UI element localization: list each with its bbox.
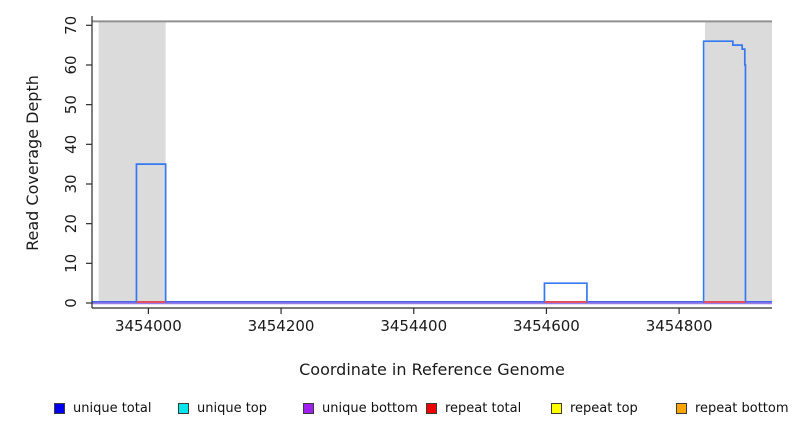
x-tick-label: 3454600 (513, 317, 580, 335)
y-tick-label: 20 (62, 214, 80, 233)
y-tick-label: 30 (62, 174, 80, 193)
x-tick-label: 3454000 (115, 317, 182, 335)
y-tick-label: 60 (62, 55, 80, 74)
legend-label: unique top (197, 400, 268, 416)
y-tick-label: 40 (62, 135, 80, 154)
legend-swatch-icon (426, 402, 437, 414)
legend-label: repeat top (570, 400, 638, 416)
y-tick-label: 10 (62, 254, 80, 273)
legend-label: unique total (73, 400, 152, 416)
y-axis-title: Read Coverage Depth (23, 75, 42, 251)
legend-label: repeat total (445, 400, 522, 416)
x-tick-label: 3454400 (380, 317, 447, 335)
plot-legend: unique total unique top unique bottom repea… (0, 398, 792, 422)
legend-label: unique bottom (322, 400, 418, 416)
legend-item-repeat-total: repeat total (426, 400, 521, 416)
legend-item-repeat-top: repeat top (551, 400, 638, 416)
legend-swatch-icon (676, 402, 687, 414)
legend-swatch-icon (551, 402, 562, 414)
legend-item-unique-bottom: unique bottom (303, 400, 418, 416)
y-tick-label: 50 (62, 95, 80, 114)
legend-label: repeat bottom (695, 400, 789, 416)
legend-item-repeat-bottom: repeat bottom (676, 400, 789, 416)
legend-item-unique-top: unique top (178, 400, 267, 416)
legend-item-unique-total: unique total (54, 400, 151, 416)
legend-swatch-icon (303, 402, 314, 414)
repeat-region (98, 21, 166, 303)
x-tick-label: 3454200 (248, 317, 315, 335)
coverage-step-path (702, 40, 747, 303)
x-axis-title: Coordinate in Reference Genome (299, 360, 565, 379)
y-tick-label: 70 (62, 16, 80, 35)
repeat-region (704, 21, 772, 303)
x-tick-label: 3454800 (646, 317, 713, 335)
legend-swatch-icon (178, 402, 189, 414)
y-tick-label: 0 (62, 298, 80, 308)
legend-swatch-icon (54, 402, 65, 414)
coverage-step-path (543, 282, 588, 303)
coverage-step-path (135, 163, 167, 303)
